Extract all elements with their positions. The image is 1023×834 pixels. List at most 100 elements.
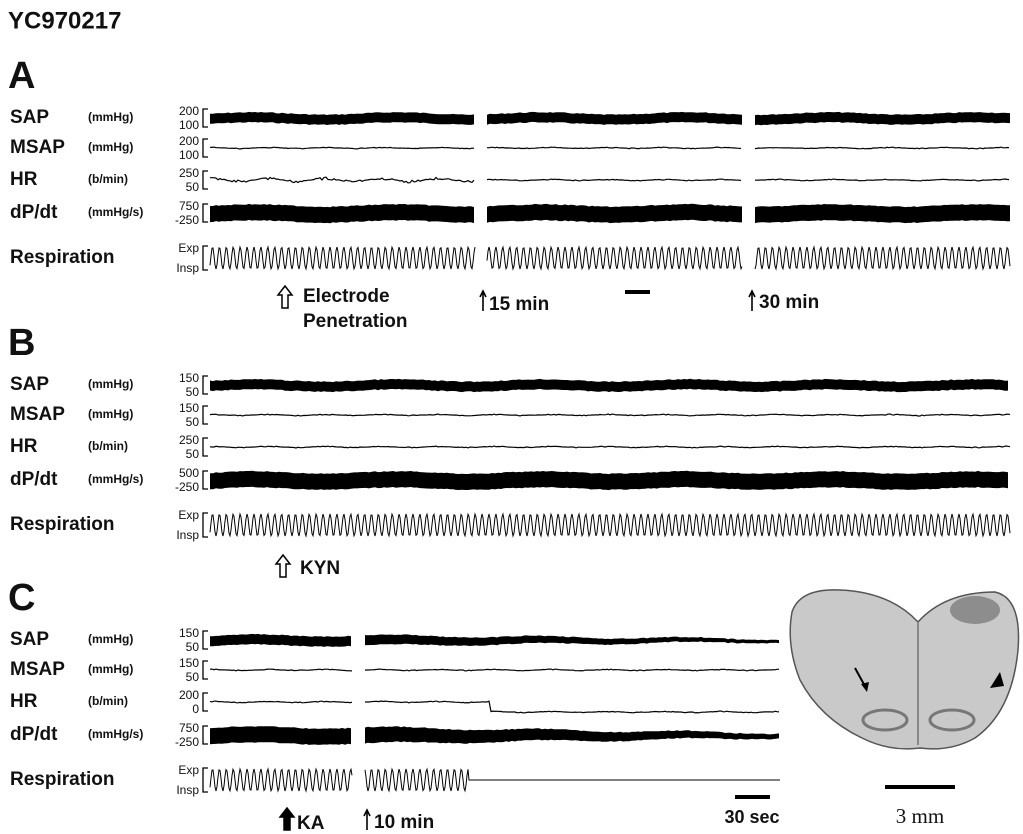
trace (210, 414, 1010, 416)
scale-bracket (203, 139, 208, 157)
scale-bottom: 100 (179, 118, 199, 132)
time-arrow (749, 291, 755, 311)
row-name: HR (10, 436, 38, 457)
scale-bracket (203, 768, 208, 792)
scale-bottom: 100 (179, 148, 199, 162)
annotation: Penetration (303, 311, 408, 332)
scale-bracket (203, 693, 208, 711)
row-name: SAP (10, 629, 49, 650)
event-arrow (280, 808, 294, 830)
scale-top: 200 (179, 134, 199, 148)
event-arrow (276, 555, 290, 577)
trace (210, 112, 474, 125)
scale-top: 150 (179, 656, 199, 670)
annotation: 30 sec (724, 807, 779, 827)
scale-bottom: -250 (175, 213, 199, 227)
scale-bracket (203, 631, 208, 649)
annotation: Electrode (303, 286, 390, 307)
row-unit: (mmHg) (88, 110, 133, 124)
row-unit: (mmHg/s) (88, 472, 143, 486)
scale-bracket (203, 406, 208, 424)
trace (365, 634, 779, 646)
trace (755, 112, 1010, 125)
row-unit: (mmHg) (88, 377, 133, 391)
scale-top: 200 (179, 688, 199, 702)
row-name: MSAP (10, 659, 65, 680)
trace (755, 204, 1010, 223)
scale-top: Exp (178, 763, 199, 777)
trace (210, 514, 1010, 536)
annotation: 30 min (759, 292, 819, 313)
row-name: dP/dt (10, 202, 58, 223)
trace (755, 179, 1009, 181)
event-arrow (278, 286, 292, 308)
scale-top: Exp (178, 508, 199, 522)
scale-top: 150 (179, 401, 199, 415)
trace (210, 471, 1008, 490)
scale-bottom: Insp (176, 261, 199, 275)
scale-bracket (203, 171, 208, 189)
row-name: dP/dt (10, 724, 58, 745)
trace (210, 726, 351, 745)
row-name: MSAP (10, 137, 65, 158)
row-unit: (mmHg/s) (88, 205, 143, 219)
panel-label: A (8, 55, 35, 97)
scale-top: Exp (178, 241, 199, 255)
scale-bottom: -250 (175, 480, 199, 494)
trace (210, 701, 352, 703)
scale-top: 750 (179, 199, 199, 213)
row-name: SAP (10, 374, 49, 395)
annotation: KYN (300, 558, 340, 579)
trace (487, 112, 742, 125)
scale-bottom: 50 (186, 640, 200, 654)
trace (487, 247, 742, 269)
scale-bracket (203, 246, 208, 270)
scale-bracket (203, 661, 208, 679)
trace (210, 177, 474, 183)
figure-title: YC970217 (8, 7, 121, 34)
row-name: Respiration (10, 247, 115, 268)
row-name: Respiration (10, 769, 115, 790)
figure: YC970217 ASAP(mmHg)200100MSAP(mmHg)20010… (0, 0, 1023, 834)
scale-bottom: 50 (186, 415, 200, 429)
annotation: 3 mm (896, 804, 944, 828)
trace (210, 147, 474, 149)
scale-bottom: 50 (186, 180, 200, 194)
trace (210, 446, 1010, 448)
scale-bracket (203, 109, 208, 127)
trace (487, 147, 741, 149)
trace (365, 669, 779, 671)
trace (487, 179, 741, 181)
row-unit: (mmHg) (88, 662, 133, 676)
scale-bracket (203, 376, 208, 394)
time-arrow (364, 810, 370, 830)
trace (210, 769, 352, 791)
scale-top: 500 (179, 466, 199, 480)
row-unit: (mmHg) (88, 140, 133, 154)
row-unit: (mmHg/s) (88, 727, 143, 741)
trace (210, 204, 474, 223)
scale-top: 250 (179, 433, 199, 447)
row-unit: (mmHg) (88, 407, 133, 421)
trace (210, 669, 352, 671)
scale-bracket (203, 438, 208, 456)
panel-label: C (8, 577, 35, 619)
trace (365, 769, 780, 791)
annotation: KA (297, 813, 325, 834)
row-name: Respiration (10, 514, 115, 535)
scale-bracket (203, 513, 208, 537)
trace (210, 634, 351, 647)
trace (487, 204, 742, 223)
row-name: HR (10, 691, 38, 712)
row-unit: (b/min) (88, 694, 128, 708)
scale-bracket (203, 471, 208, 489)
trace (210, 247, 475, 269)
row-name: HR (10, 169, 38, 190)
row-name: MSAP (10, 404, 65, 425)
row-unit: (mmHg) (88, 632, 133, 646)
row-unit: (b/min) (88, 172, 128, 186)
trace (210, 379, 1008, 392)
annotation: 10 min (374, 812, 434, 833)
scale-bottom: Insp (176, 528, 199, 542)
scale-bottom: -250 (175, 735, 199, 749)
